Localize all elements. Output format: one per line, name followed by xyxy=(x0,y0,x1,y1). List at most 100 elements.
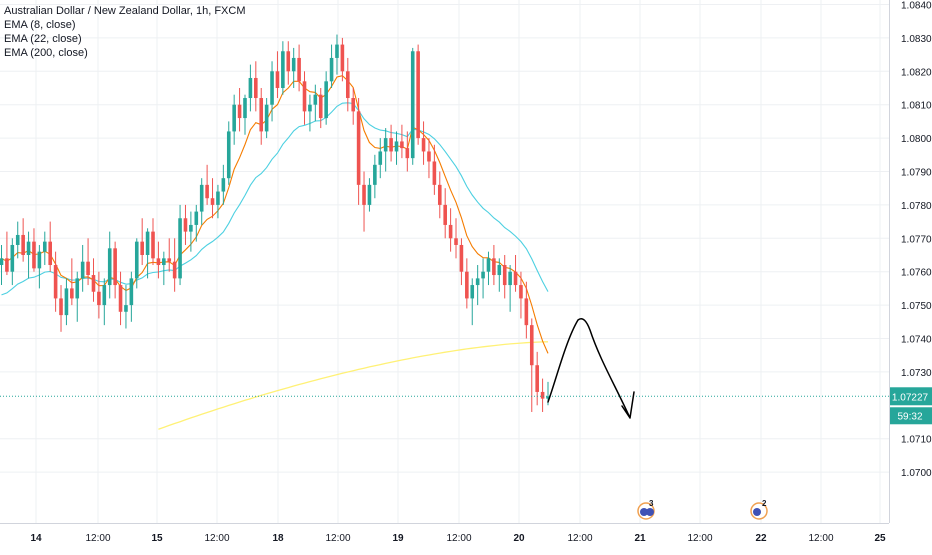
candle-body[interactable] xyxy=(37,251,42,269)
candle-body[interactable] xyxy=(529,325,534,366)
candle-body[interactable] xyxy=(91,275,96,292)
candle-body[interactable] xyxy=(15,234,20,245)
candle-body[interactable] xyxy=(21,234,25,255)
candle-body[interactable] xyxy=(481,271,485,279)
candle-body[interactable] xyxy=(492,258,496,276)
candle-body[interactable] xyxy=(308,104,312,112)
candle-body[interactable] xyxy=(80,261,85,279)
candle-body[interactable] xyxy=(226,131,231,179)
candle-body[interactable] xyxy=(221,178,226,192)
candle-body[interactable] xyxy=(140,241,144,255)
candle-body[interactable] xyxy=(313,94,318,105)
candle-body[interactable] xyxy=(270,71,274,105)
candle-body[interactable] xyxy=(373,164,377,185)
candle-body[interactable] xyxy=(70,288,74,299)
candle-body[interactable] xyxy=(124,305,128,312)
candle-body[interactable] xyxy=(465,271,469,299)
candle-body[interactable] xyxy=(335,44,339,58)
candle-body[interactable] xyxy=(475,278,480,286)
candle-body[interactable] xyxy=(75,278,80,299)
candle-body[interactable] xyxy=(145,231,150,255)
candle-body[interactable] xyxy=(443,204,447,225)
candle-body[interactable] xyxy=(194,211,199,225)
candle-body[interactable] xyxy=(189,224,193,232)
candle-body[interactable] xyxy=(362,184,366,205)
candle-body[interactable] xyxy=(205,184,209,199)
candle-body[interactable] xyxy=(459,244,464,272)
candle-body[interactable] xyxy=(162,258,166,266)
candle-body[interactable] xyxy=(216,191,220,205)
candle-body[interactable] xyxy=(0,258,4,266)
candle-body[interactable] xyxy=(32,241,36,269)
symbol-title[interactable]: Australian Dollar / New Zealand Dollar, … xyxy=(4,5,246,17)
candle-body[interactable] xyxy=(448,224,453,239)
candle-body[interactable] xyxy=(64,288,69,316)
candle-body[interactable] xyxy=(378,151,383,165)
candle-body[interactable] xyxy=(345,71,350,99)
candle-body[interactable] xyxy=(356,111,361,185)
indicator-ema8[interactable]: EMA (8, close) xyxy=(4,19,76,31)
candle-body[interactable] xyxy=(243,98,247,119)
indicator-ema200[interactable]: EMA (200, close) xyxy=(4,47,88,59)
candle-body[interactable] xyxy=(546,396,550,399)
candle-body[interactable] xyxy=(151,231,155,259)
candle-body[interactable] xyxy=(400,141,404,149)
candle-body[interactable] xyxy=(183,218,188,232)
candle-body[interactable] xyxy=(497,265,502,276)
candle-body[interactable] xyxy=(237,104,242,119)
candle-body[interactable] xyxy=(210,198,215,205)
candle-body[interactable] xyxy=(281,51,285,88)
candle-body[interactable] xyxy=(513,271,518,286)
candle-body[interactable] xyxy=(199,184,204,212)
candle-body[interactable] xyxy=(10,244,15,272)
candle-body[interactable] xyxy=(416,51,420,139)
candle-body[interactable] xyxy=(48,241,52,266)
candle-body[interactable] xyxy=(302,81,307,112)
candle-body[interactable] xyxy=(470,285,475,299)
candle-body[interactable] xyxy=(329,57,334,82)
candle-body[interactable] xyxy=(232,104,236,132)
candle-body[interactable] xyxy=(340,44,345,72)
candle-body[interactable] xyxy=(421,138,426,152)
candle-body[interactable] xyxy=(508,271,512,286)
candle-body[interactable] xyxy=(102,285,107,306)
candle-body[interactable] xyxy=(5,258,9,272)
candle-body[interactable] xyxy=(454,238,458,245)
candle-body[interactable] xyxy=(254,77,258,99)
freehand-drawing[interactable] xyxy=(547,318,635,419)
candle-body[interactable] xyxy=(59,298,63,316)
candle-body[interactable] xyxy=(113,248,117,286)
candle-body[interactable] xyxy=(167,258,172,262)
candle-body[interactable] xyxy=(97,291,101,306)
indicator-ema22[interactable]: EMA (22, close) xyxy=(4,33,82,45)
candle-body[interactable] xyxy=(86,261,90,276)
candle-body[interactable] xyxy=(297,57,301,82)
candle-body[interactable] xyxy=(432,161,437,185)
candle-body[interactable] xyxy=(248,77,253,99)
candle-body[interactable] xyxy=(324,81,328,119)
candle-body[interactable] xyxy=(156,258,161,266)
candle-body[interactable] xyxy=(291,57,296,72)
candle-body[interactable] xyxy=(410,51,415,159)
candle-body[interactable] xyxy=(275,71,280,88)
candle-body[interactable] xyxy=(437,184,442,205)
candle-body[interactable] xyxy=(486,258,491,272)
candle-body[interactable] xyxy=(134,241,139,279)
candle-body[interactable] xyxy=(524,298,529,326)
candle-body[interactable] xyxy=(394,141,399,152)
last-price-tag[interactable] xyxy=(890,387,932,406)
candle-body[interactable] xyxy=(129,278,134,306)
candle-body[interactable] xyxy=(53,265,58,299)
candle-body[interactable] xyxy=(540,391,545,399)
candle-body[interactable] xyxy=(405,148,410,159)
candle-body[interactable] xyxy=(519,285,523,299)
candle-body[interactable] xyxy=(502,265,507,286)
candle-body[interactable] xyxy=(389,138,393,152)
candle-body[interactable] xyxy=(367,184,372,205)
candle-body[interactable] xyxy=(264,104,269,132)
candle-body[interactable] xyxy=(351,98,356,112)
candle-body[interactable] xyxy=(259,98,264,132)
candle-body[interactable] xyxy=(427,151,431,162)
